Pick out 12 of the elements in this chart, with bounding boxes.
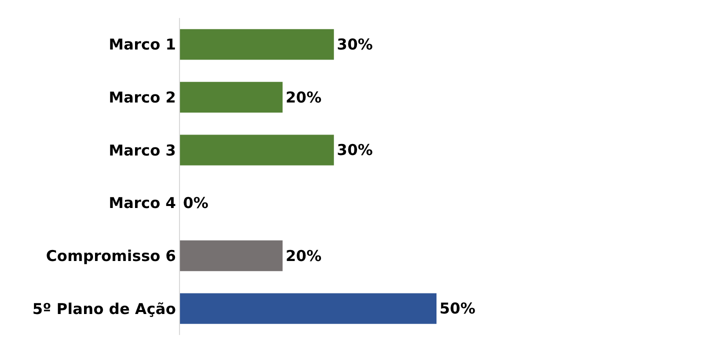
y-tick-label: 5º Plano de Ação: [32, 300, 176, 318]
y-tick-label: Marco 4: [108, 194, 176, 212]
data-label: 20%: [286, 88, 322, 106]
data-label: 20%: [286, 246, 322, 265]
data-label: 30%: [336, 35, 373, 54]
data-label: 0%: [183, 194, 208, 212]
y-tick-label: Compromisso 6: [46, 247, 176, 265]
y-tick-label: Marco 3: [108, 141, 176, 160]
data-label: 30%: [336, 141, 373, 160]
data-label: 50%: [440, 300, 476, 318]
y-tick-label: Marco 1: [108, 36, 176, 54]
y-tick-label: Marco 2: [108, 88, 176, 106]
